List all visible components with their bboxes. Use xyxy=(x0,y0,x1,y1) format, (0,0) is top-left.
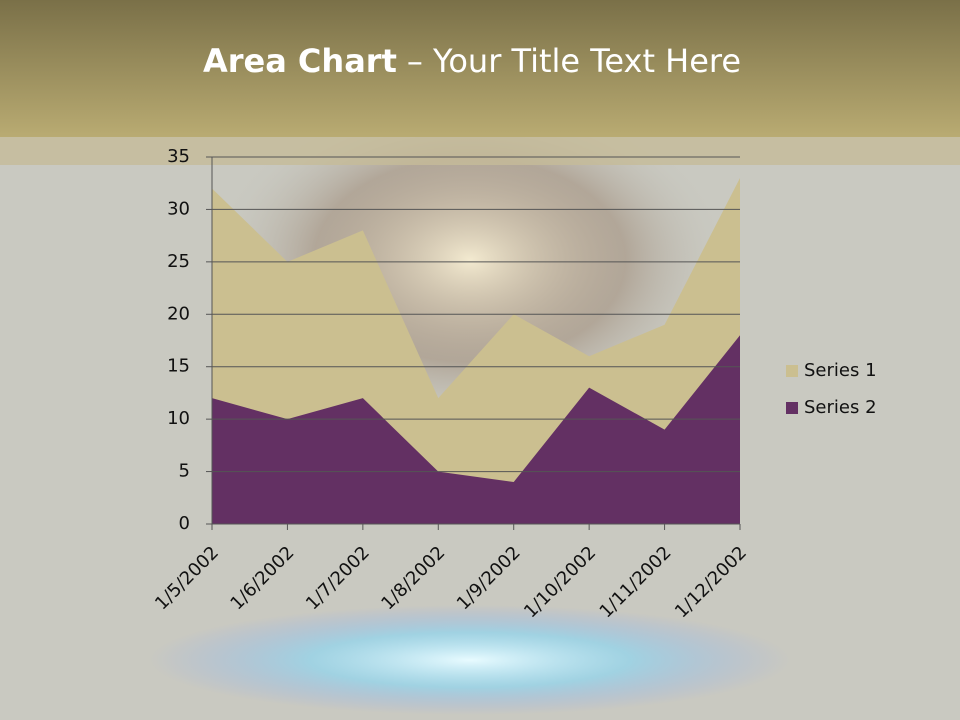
y-tick-label: 0 xyxy=(179,513,190,534)
y-tick-label: 25 xyxy=(167,251,190,272)
y-tick-label: 35 xyxy=(167,146,190,167)
background-flame xyxy=(150,605,790,715)
title-band xyxy=(0,0,960,137)
title-rest: – Your Title Text Here xyxy=(407,42,741,80)
y-tick-label: 5 xyxy=(179,461,190,482)
y-tick-label: 30 xyxy=(167,198,190,219)
legend-swatch xyxy=(786,365,798,377)
legend-swatch xyxy=(786,402,798,414)
title-bold: Area Chart xyxy=(203,42,397,80)
slide-title: Area Chart – Your Title Text Here xyxy=(203,42,741,80)
title-band-lower xyxy=(0,137,960,165)
legend-label: Series 2 xyxy=(804,397,877,418)
y-tick-label: 20 xyxy=(167,303,190,324)
y-tick-label: 10 xyxy=(167,408,190,429)
legend-label: Series 1 xyxy=(804,360,877,381)
area xyxy=(212,335,740,524)
y-tick-label: 15 xyxy=(167,356,190,377)
